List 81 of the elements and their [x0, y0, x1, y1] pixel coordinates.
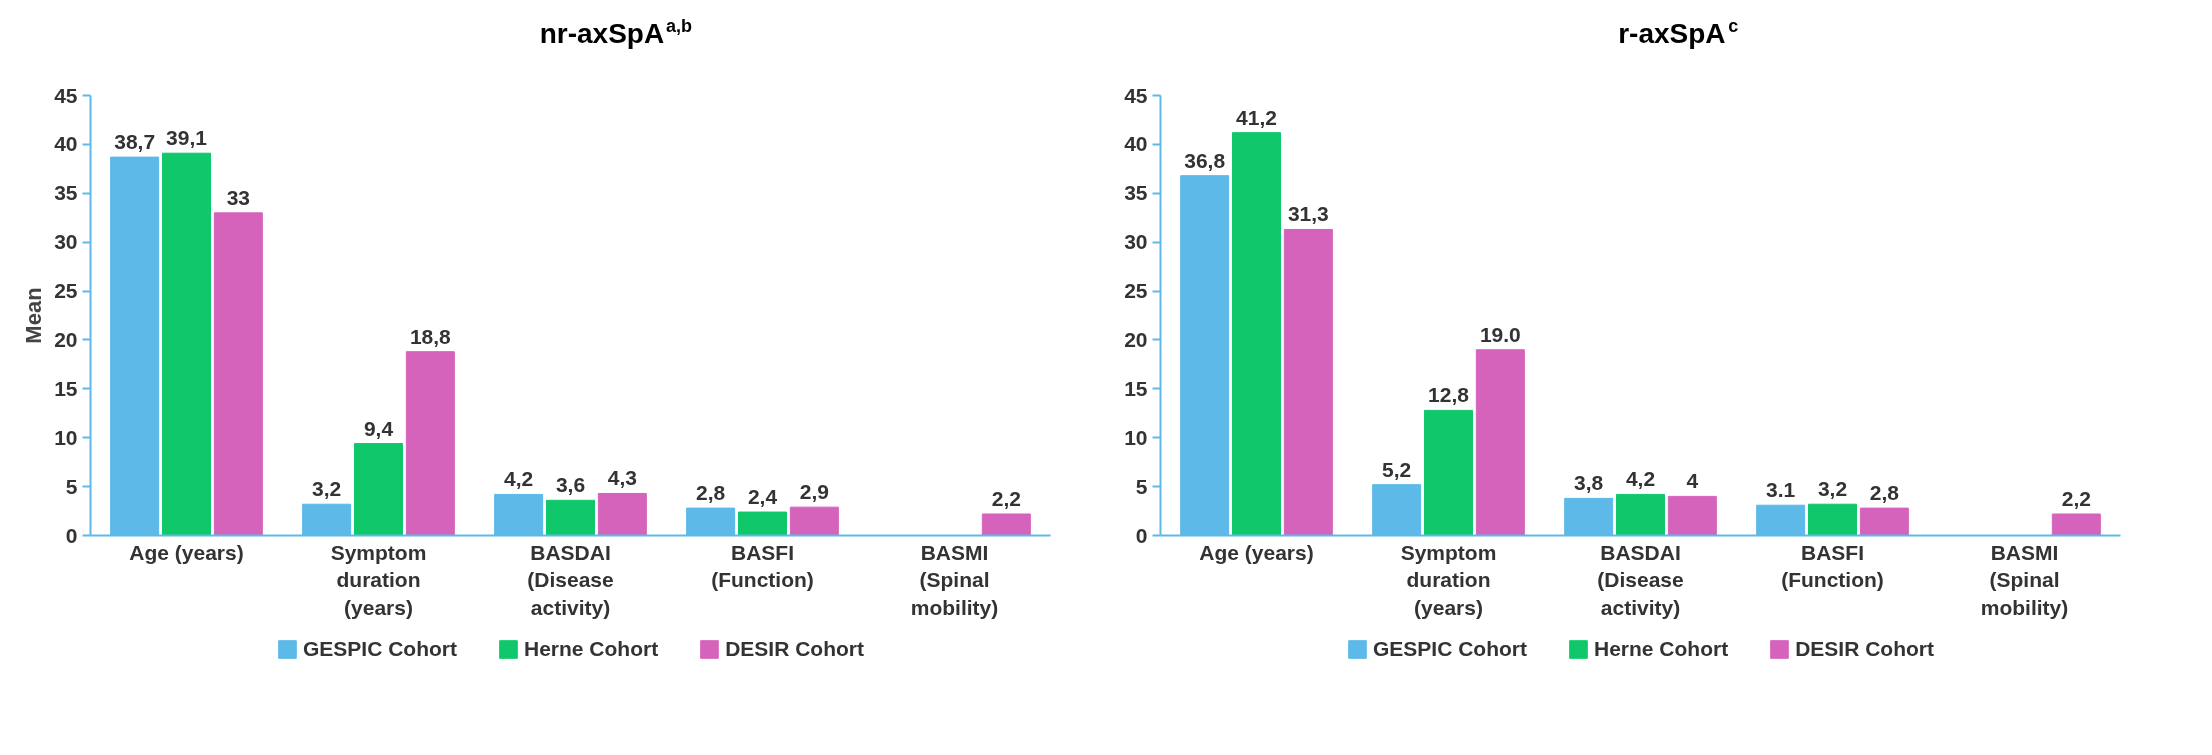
data-label: 3.1 [1766, 478, 1796, 502]
data-label: 2,2 [991, 486, 1021, 510]
data-label: 2,2 [2061, 486, 2091, 510]
bar [1475, 349, 1525, 536]
data-label: 4 [1686, 469, 1699, 493]
bar [2051, 513, 2101, 536]
data-label: 2,4 [747, 485, 778, 509]
data-label: 18,8 [409, 324, 452, 348]
legend-label: DESIR Cohort [725, 636, 865, 661]
x-tick-label: Age (years) [1199, 540, 1314, 564]
data-label: 3,2 [1817, 477, 1848, 501]
y-tick-label: 30 [54, 230, 78, 254]
data-label: 4,2 [1625, 467, 1656, 491]
bar [1859, 507, 1909, 536]
legend-label: GESPIC Cohort [1372, 636, 1527, 661]
data-label: 4,2 [504, 467, 534, 491]
x-tick-label: BASDAI (Disease activity) [527, 540, 614, 619]
data-label: 39,1 [166, 126, 208, 150]
x-tick-label: BASMI (Spinal mobility) [1980, 540, 2069, 619]
y-tick-label: 20 [54, 327, 78, 351]
bar [789, 506, 839, 536]
y-tick-label: 35 [1124, 181, 1148, 205]
x-tick-label: BASMI (Spinal mobility) [910, 540, 999, 619]
bar [738, 511, 787, 536]
y-tick-label: 0 [1135, 523, 1148, 547]
y-tick-label: 25 [1124, 279, 1148, 303]
y-tick-label: 0 [65, 523, 78, 547]
data-label: 3,6 [555, 473, 586, 497]
y-tick-label: 5 [65, 474, 78, 498]
y-tick-label: 5 [1135, 474, 1148, 498]
data-label: 3,8 [1574, 471, 1604, 495]
data-label: 31,3 [1287, 202, 1329, 226]
bar [213, 212, 263, 536]
y-tick-label: 15 [54, 376, 78, 400]
data-label: 33 [226, 185, 251, 209]
data-label: 12,8 [1428, 383, 1470, 407]
data-label: 4,3 [607, 466, 637, 490]
data-label: 2,9 [799, 480, 829, 504]
bar [405, 351, 455, 536]
bar [1667, 495, 1717, 536]
legend-label: DESIR Cohort [1795, 636, 1935, 661]
y-tick-label: 40 [1124, 132, 1148, 156]
y-tick-label: 25 [54, 279, 78, 303]
bar [1283, 228, 1333, 536]
bar [1232, 132, 1281, 536]
x-tick-label: BASDAI (Disease activity) [1597, 540, 1684, 619]
data-label: 2,8 [696, 481, 726, 505]
data-label: 41,2 [1236, 105, 1277, 129]
data-label: 36,8 [1184, 148, 1226, 172]
legend-label: Herne Cohort [1594, 636, 1729, 661]
bar [162, 152, 211, 536]
x-tick-label: Age (years) [129, 540, 244, 564]
y-tick-label: 15 [1124, 376, 1148, 400]
y-axis-title: Mean [21, 287, 47, 344]
bar [1616, 493, 1665, 536]
y-tick-label: 20 [1124, 327, 1148, 351]
y-tick-label: 35 [54, 181, 78, 205]
data-label: 2,8 [1869, 481, 1900, 505]
bar [546, 499, 595, 536]
x-tick-label: Symptom duration (years) [1400, 540, 1497, 619]
y-tick-label: 40 [54, 132, 78, 156]
data-label: 9,4 [363, 416, 394, 440]
data-label: 5,2 [1382, 457, 1412, 481]
data-label: 19.0 [1479, 322, 1521, 346]
data-label: 38,7 [114, 130, 156, 154]
legend-label: Herne Cohort [524, 636, 659, 661]
bar [597, 492, 647, 536]
x-tick-label: Symptom duration (years) [330, 540, 427, 619]
bar [354, 443, 403, 536]
y-tick-label: 30 [1124, 230, 1148, 254]
data-label: 3,2 [312, 477, 342, 501]
bar [1424, 409, 1473, 536]
y-tick-label: 45 [54, 83, 78, 107]
y-tick-label: 10 [1124, 425, 1148, 449]
y-tick-label: 10 [54, 425, 78, 449]
x-tick-label: BASFI (Function) [1781, 540, 1884, 592]
x-tick-label: BASFI (Function) [711, 540, 814, 592]
bar [981, 513, 1031, 536]
bar [1808, 503, 1857, 536]
y-tick-label: 45 [1124, 83, 1148, 107]
legend-label: GESPIC Cohort [302, 636, 457, 661]
